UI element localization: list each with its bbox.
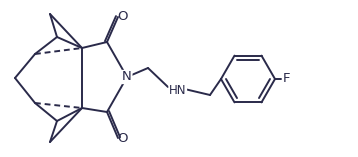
Text: O: O <box>118 132 128 144</box>
Text: N: N <box>122 70 132 84</box>
Text: O: O <box>118 11 128 24</box>
Text: HN: HN <box>169 84 187 97</box>
Text: F: F <box>282 73 290 86</box>
